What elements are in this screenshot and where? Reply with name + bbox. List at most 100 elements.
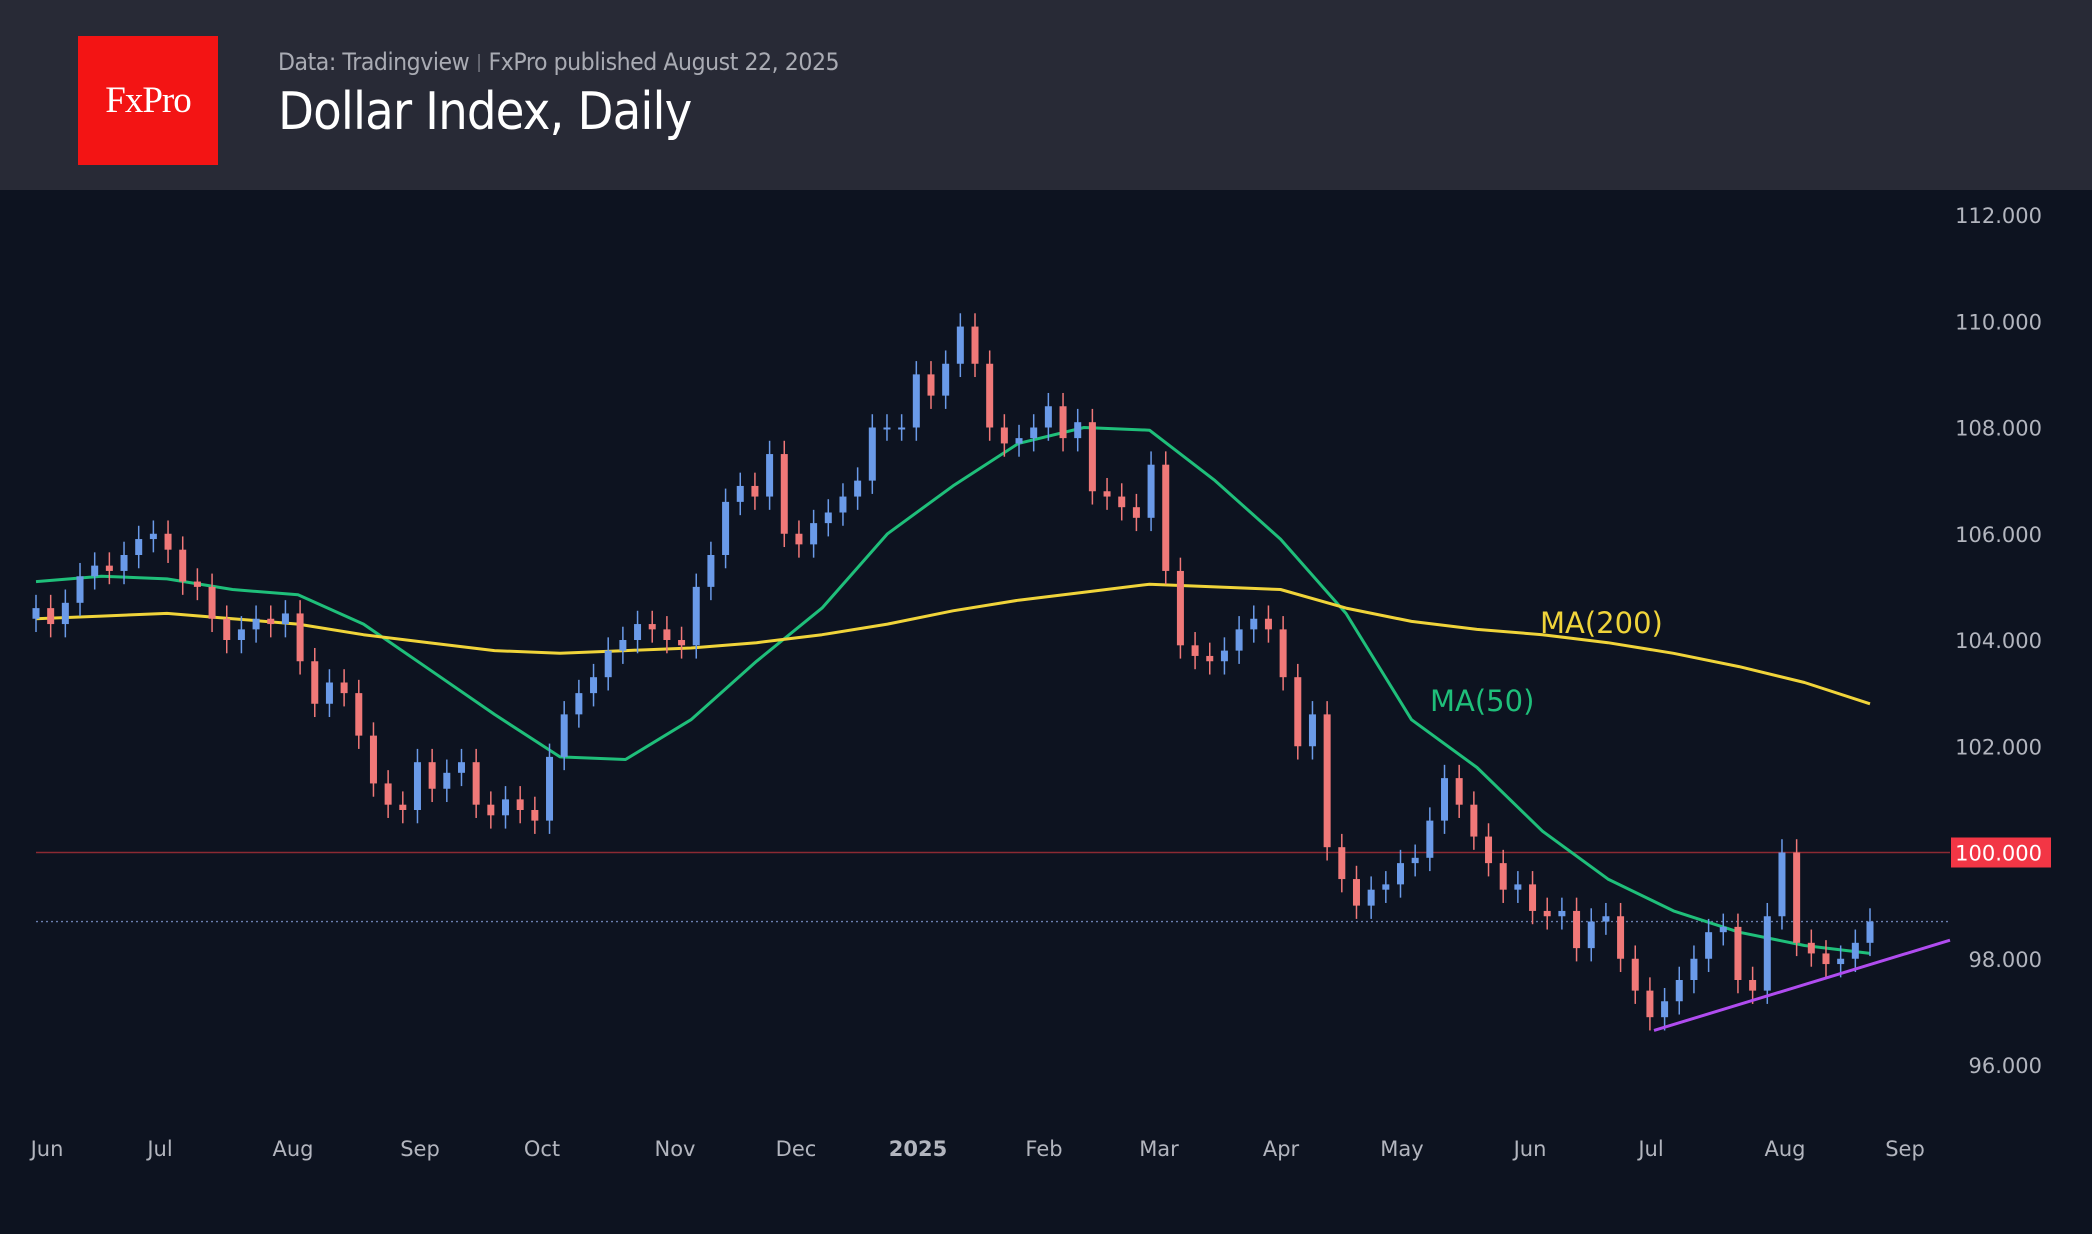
candle xyxy=(1602,916,1610,922)
candle xyxy=(956,326,964,364)
x-tick-label: Nov xyxy=(655,1137,696,1161)
candle xyxy=(1866,921,1874,943)
candle xyxy=(311,661,319,704)
published-date: FxPro published August 22, 2025 xyxy=(488,48,840,76)
candle xyxy=(47,608,55,625)
candle xyxy=(1426,820,1434,858)
candle xyxy=(472,762,480,805)
candle xyxy=(1807,942,1815,954)
candle xyxy=(619,640,627,651)
candle xyxy=(1162,464,1170,571)
y-tick-label: 108.000 xyxy=(1955,417,2042,441)
candle xyxy=(296,613,304,662)
ma-line-50 xyxy=(35,426,1871,955)
candle xyxy=(1587,921,1595,949)
candle xyxy=(487,804,495,816)
candle xyxy=(590,677,598,694)
candle xyxy=(898,427,906,430)
candle xyxy=(1015,438,1023,444)
trendline xyxy=(1653,938,1951,1032)
x-tick-label: Sep xyxy=(400,1137,440,1161)
subtitle: Data: Tradingview FxPro published August … xyxy=(278,48,840,76)
candle xyxy=(91,565,99,577)
candle xyxy=(824,512,832,524)
y-tick-label: 98.000 xyxy=(1969,948,2042,972)
candle xyxy=(61,602,69,625)
candle xyxy=(1470,804,1478,837)
candle xyxy=(1661,1001,1669,1018)
candle xyxy=(1455,778,1463,805)
candle xyxy=(1250,618,1258,630)
candle xyxy=(223,618,231,640)
x-tick-label: Oct xyxy=(524,1137,560,1161)
candle xyxy=(1396,863,1404,885)
candle xyxy=(252,618,260,630)
x-tick-label: Jun xyxy=(29,1137,64,1161)
candle xyxy=(971,326,979,364)
x-tick-label: Aug xyxy=(272,1137,313,1161)
candle xyxy=(384,783,392,805)
candle xyxy=(722,501,730,555)
candle xyxy=(1044,406,1052,428)
level-badge xyxy=(1951,837,2051,868)
candle xyxy=(443,772,451,789)
candle xyxy=(1059,406,1067,439)
y-tick-label: 106.000 xyxy=(1955,523,2042,547)
candle xyxy=(810,523,818,545)
candle xyxy=(927,374,935,396)
x-tick-label: Mar xyxy=(1139,1137,1179,1161)
candle xyxy=(1646,990,1654,1018)
candle xyxy=(1132,507,1140,518)
level-badge-label: 100.000 xyxy=(1955,842,2042,866)
y-tick-label: 96.000 xyxy=(1969,1054,2042,1078)
candle xyxy=(325,682,333,704)
candle xyxy=(267,618,275,625)
chart-title: Dollar Index, Daily xyxy=(278,82,692,142)
candle xyxy=(1675,980,1683,1002)
candle xyxy=(120,555,128,571)
candle xyxy=(208,586,216,619)
y-tick-label: 112.000 xyxy=(1955,204,2042,228)
candle xyxy=(1441,778,1449,821)
ma50-label: MA(50) xyxy=(1430,684,1534,718)
candle xyxy=(1617,916,1625,959)
candle xyxy=(1749,980,1757,991)
candle xyxy=(604,650,612,678)
candle xyxy=(854,480,862,497)
candle xyxy=(1837,958,1845,965)
candle xyxy=(1308,714,1316,747)
candle xyxy=(766,454,774,497)
candle xyxy=(1103,491,1111,497)
candle xyxy=(1220,650,1228,662)
candle xyxy=(1719,926,1727,933)
candle xyxy=(428,762,436,789)
candle xyxy=(883,427,891,430)
candle xyxy=(1191,645,1199,656)
data-source: Data: Tradingview xyxy=(278,48,470,76)
candle xyxy=(912,374,920,428)
candle xyxy=(648,624,656,630)
candle xyxy=(868,427,876,481)
candle xyxy=(1118,496,1126,508)
candle xyxy=(1558,910,1566,917)
candle xyxy=(1367,889,1375,906)
candle xyxy=(678,640,686,646)
candle xyxy=(1323,714,1331,848)
ma-line-200 xyxy=(35,582,1871,706)
divider xyxy=(478,54,480,72)
candle xyxy=(179,549,187,582)
fxpro-logo: FxPro xyxy=(78,36,218,165)
candle xyxy=(663,629,671,640)
candle xyxy=(1543,910,1551,917)
candle xyxy=(149,533,157,540)
candle xyxy=(76,576,84,603)
x-tick-label: May xyxy=(1380,1137,1423,1161)
candle xyxy=(1778,852,1786,917)
candle xyxy=(546,756,554,821)
x-tick-label: Sep xyxy=(1885,1137,1925,1161)
candle xyxy=(369,735,377,784)
candle xyxy=(340,682,348,694)
x-tick-label: Jul xyxy=(145,1137,172,1161)
candle xyxy=(1264,618,1272,630)
candle xyxy=(1000,427,1008,444)
